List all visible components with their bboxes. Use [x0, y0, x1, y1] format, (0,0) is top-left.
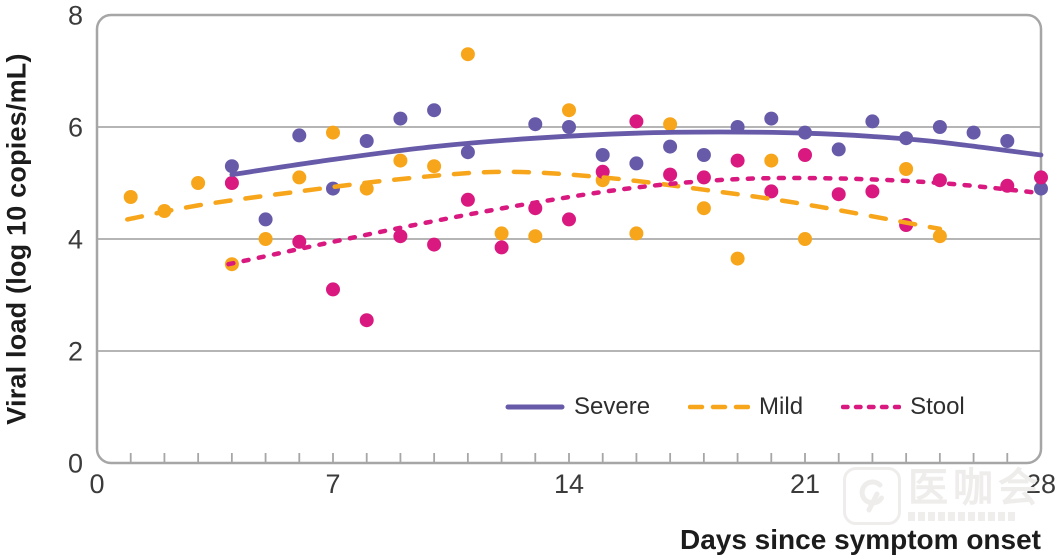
svg-text:8: 8 — [68, 1, 83, 31]
svg-text:2: 2 — [68, 337, 83, 367]
legend: Severe Mild Stool — [505, 393, 965, 421]
x-minor-ticks — [129, 453, 1009, 462]
y-tick-labels: 0 2 4 6 8 — [68, 1, 83, 479]
svg-text:4: 4 — [68, 225, 83, 255]
points-mild — [123, 47, 947, 272]
legend-item-severe: Severe — [505, 393, 650, 421]
points-severe — [224, 103, 1048, 227]
legend-label-severe: Severe — [574, 393, 651, 420]
svg-text:28: 28 — [1026, 469, 1056, 499]
trend-stool — [226, 175, 1044, 267]
trend-mild — [125, 169, 943, 232]
plot-frame — [95, 13, 1043, 465]
points-stool — [224, 114, 1048, 328]
legend-item-stool: Stool — [841, 393, 965, 421]
svg-text:14: 14 — [554, 469, 584, 499]
trend-severe — [229, 129, 1044, 177]
svg-text:6: 6 — [68, 113, 83, 143]
stool-line-swatch-icon — [841, 404, 902, 410]
grid-lines — [97, 126, 1041, 352]
severe-line-swatch-icon — [505, 404, 565, 410]
svg-text:21: 21 — [790, 469, 820, 499]
legend-label-mild: Mild — [759, 393, 804, 420]
svg-text:0: 0 — [89, 469, 104, 499]
x-tick-labels: 0 7 14 21 28 — [89, 469, 1056, 499]
x-axis-title: Days since symptom onset — [679, 524, 1041, 555]
y-axis-title: Viral load (log 10 copies/mL) — [1, 53, 32, 425]
svg-text:0: 0 — [68, 449, 83, 479]
svg-text:7: 7 — [325, 469, 340, 499]
mild-line-swatch-icon — [688, 404, 751, 410]
legend-label-stool: Stool — [910, 393, 965, 420]
legend-item-mild: Mild — [688, 393, 803, 421]
